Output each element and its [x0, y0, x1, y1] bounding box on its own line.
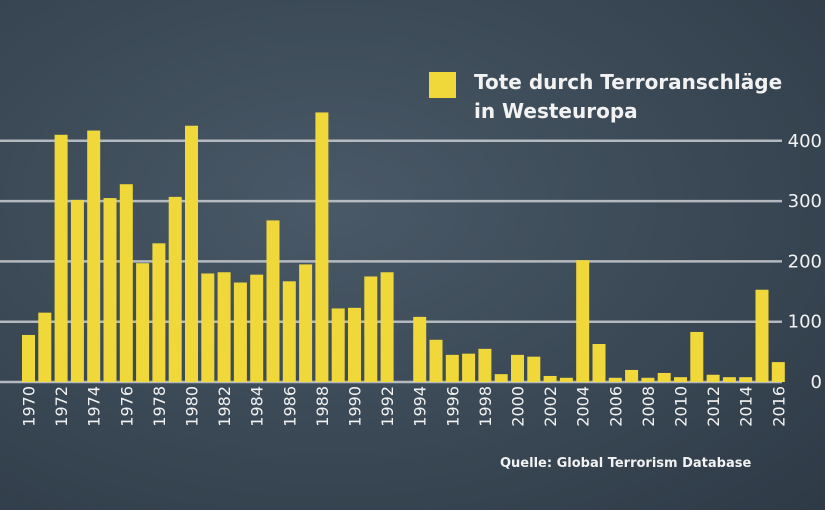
- bar-1971: [38, 312, 52, 382]
- legend-label-line1: Tote durch Terroranschläge: [474, 70, 783, 94]
- bar-2009: [657, 372, 671, 382]
- bar-1995: [429, 339, 443, 382]
- x-tick-label: 2004: [574, 386, 593, 427]
- bar-2001: [527, 356, 541, 382]
- bar-2016: [771, 362, 785, 382]
- x-tick-label: 1978: [150, 386, 169, 427]
- y-tick-label: 300: [788, 191, 822, 212]
- y-tick-label: 200: [788, 251, 822, 272]
- y-tick-label: 0: [811, 372, 822, 393]
- x-tick-label: 1974: [85, 386, 104, 427]
- bar-1985: [266, 220, 280, 382]
- bar-1997: [462, 353, 476, 382]
- bar-2000: [511, 354, 524, 382]
- x-tick-label: 2008: [639, 386, 658, 427]
- x-tick-label: 2006: [606, 386, 625, 427]
- bar-1981: [201, 273, 215, 382]
- x-tick-label: 1980: [183, 386, 202, 427]
- bar-2010: [674, 377, 687, 382]
- x-tick-label: 1984: [248, 386, 267, 427]
- bar-2008: [641, 377, 655, 382]
- bar-1992: [380, 272, 394, 382]
- x-tick-label: 1992: [378, 386, 397, 427]
- bar-1994: [413, 316, 427, 382]
- bar-2004: [576, 260, 590, 382]
- bar-1996: [445, 354, 459, 382]
- x-tick-label: 1976: [117, 386, 136, 427]
- bar-1990: [348, 307, 361, 382]
- bar-1973: [70, 199, 84, 382]
- bar-1984: [250, 274, 264, 382]
- bar-1988: [315, 112, 329, 383]
- bar-2012: [706, 374, 720, 382]
- x-tick-label: 1994: [411, 386, 430, 427]
- bar-1998: [478, 348, 492, 382]
- x-tick-label: 1982: [215, 386, 234, 427]
- x-tick-label: 2014: [737, 386, 756, 427]
- bar-2006: [608, 377, 622, 382]
- y-tick-label: 100: [788, 312, 822, 333]
- bar-2003: [559, 377, 573, 382]
- bar-2007: [625, 369, 639, 382]
- bar-1974: [87, 130, 101, 382]
- bar-1982: [217, 272, 231, 382]
- x-tick-label: 1998: [476, 386, 495, 427]
- x-tick-label: 2000: [509, 386, 528, 427]
- bar-1980: [185, 125, 198, 382]
- x-tick-label: 2016: [769, 386, 788, 427]
- bar-1999: [494, 374, 508, 382]
- bar-2013: [722, 377, 736, 382]
- x-tick-label: 1996: [443, 386, 462, 427]
- bar-2005: [592, 344, 606, 382]
- x-tick-label: 1990: [346, 386, 365, 427]
- bar-1979: [168, 196, 182, 382]
- y-tick-label: 400: [788, 131, 822, 152]
- bar-1970: [22, 334, 35, 382]
- bar-1989: [331, 308, 345, 382]
- bar-1977: [136, 263, 150, 382]
- legend-swatch: [429, 72, 456, 98]
- x-tick-label: 1972: [52, 386, 71, 427]
- x-tick-label: 1986: [280, 386, 299, 427]
- bar-2015: [755, 289, 769, 382]
- bar-1975: [103, 198, 117, 382]
- x-tick-label: 2002: [541, 386, 560, 427]
- x-tick-label: 1970: [20, 386, 39, 427]
- bar-2014: [739, 377, 753, 382]
- bar-1978: [152, 243, 166, 382]
- legend-label-line2: in Westeuropa: [474, 99, 638, 123]
- bar-2002: [543, 375, 557, 382]
- x-tick-label: 2012: [704, 386, 723, 427]
- x-tick-label: 1988: [313, 386, 332, 427]
- bar-1987: [299, 264, 313, 382]
- bar-2011: [690, 331, 704, 382]
- x-tick-label: 2010: [672, 386, 691, 427]
- bar-1991: [364, 276, 378, 382]
- bar-1976: [119, 184, 133, 382]
- bar-1986: [282, 281, 296, 382]
- legend-label: Tote durch Terroranschläge in Westeuropa: [474, 68, 804, 126]
- source-note: Quelle: Global Terrorism Database: [500, 456, 752, 471]
- bar-1983: [233, 282, 247, 382]
- bar-1972: [54, 134, 68, 382]
